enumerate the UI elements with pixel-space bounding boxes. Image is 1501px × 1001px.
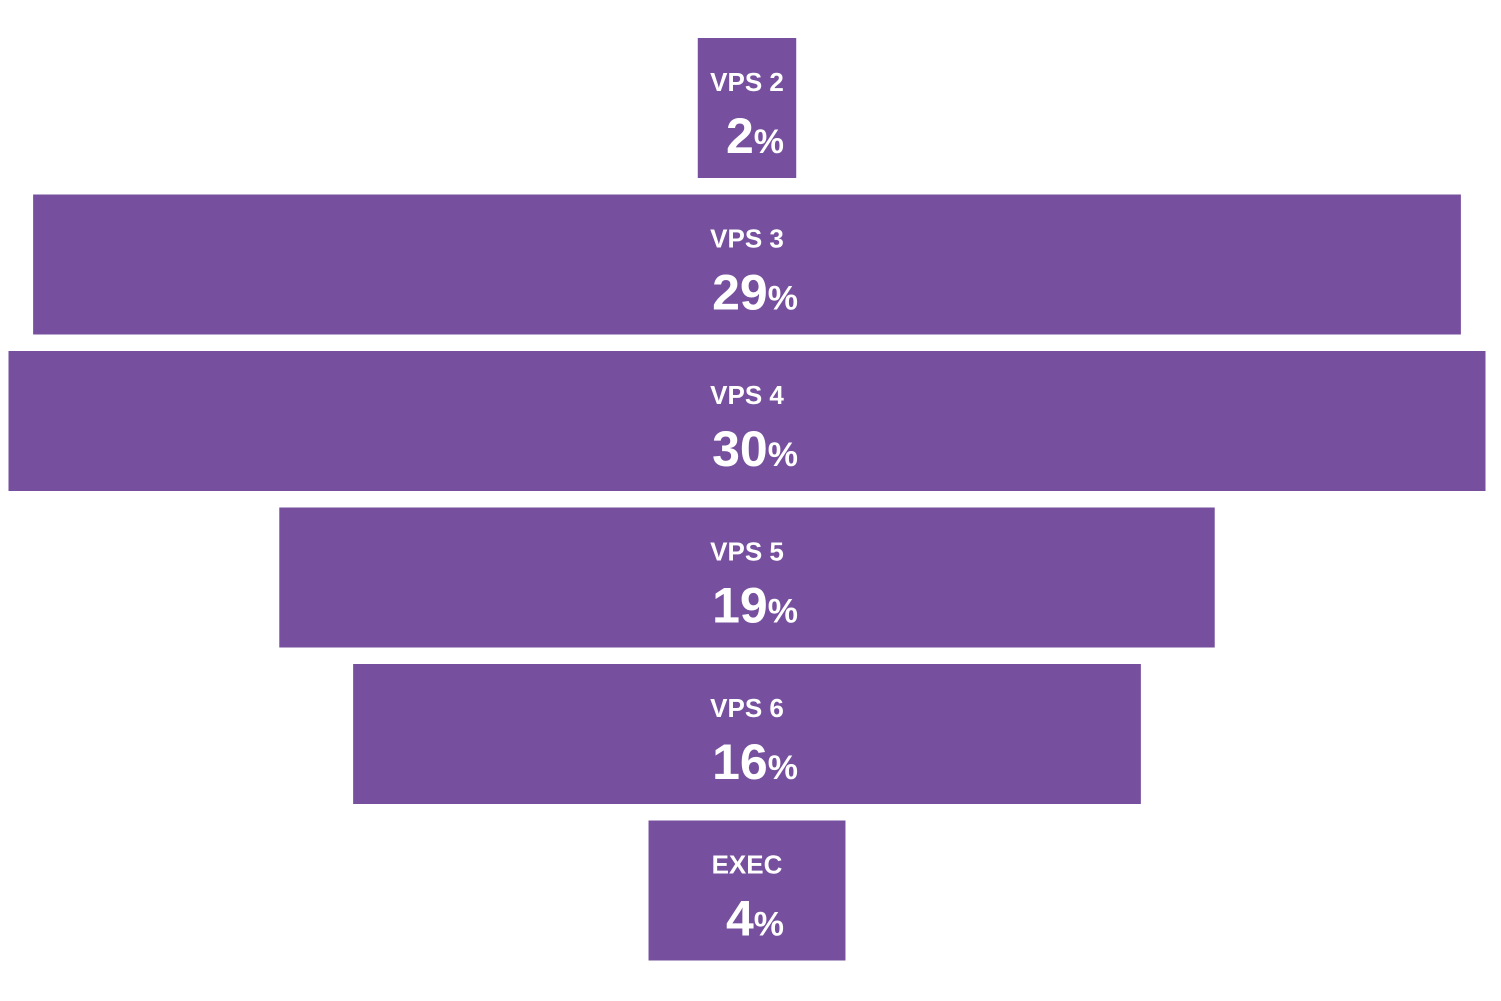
bar-value-number: 30: [712, 421, 768, 477]
bar-category-label: VPS 6: [710, 693, 784, 723]
bar-value-label: 19%: [712, 578, 798, 634]
bar-value-label: 16%: [712, 734, 798, 790]
bar-value-number: 19: [712, 578, 768, 634]
bar: [279, 507, 1215, 648]
bar-category-label: EXEC: [712, 850, 783, 880]
bar-value-number: 4: [726, 891, 754, 947]
bar-value-unit: %: [768, 593, 798, 631]
bar-value-label: 29%: [712, 265, 798, 321]
bar: [8, 351, 1486, 491]
bar-value-unit: %: [754, 906, 784, 944]
bar-category-label: VPS 2: [710, 67, 784, 97]
bar: [33, 194, 1461, 335]
bar-group: EXEC 4%: [648, 820, 846, 961]
bar-value-unit: %: [768, 749, 798, 787]
bar-value-unit: %: [754, 123, 784, 161]
bar-value-number: 29: [712, 265, 768, 321]
bar-group: VPS 2 2%: [697, 38, 797, 178]
bar-value-unit: %: [768, 280, 798, 318]
bar-group: VPS 3 29%: [33, 194, 1461, 335]
bar-category-label: VPS 4: [710, 380, 784, 410]
bar-category-label: VPS 3: [710, 224, 784, 254]
bar-value-unit: %: [768, 436, 798, 474]
bar: [648, 820, 846, 961]
bar-group: VPS 6 16%: [353, 664, 1141, 804]
bar-value-number: 2: [726, 108, 754, 164]
bars-layer: VPS 22%VPS 329%VPS 430%VPS 519%VPS 616%E…: [8, 38, 1486, 961]
bar: [697, 38, 797, 178]
bar: [353, 664, 1141, 804]
bar-category-label: VPS 5: [710, 537, 784, 567]
bar-group: VPS 4 30%: [8, 351, 1486, 491]
bar-group: VPS 5 19%: [279, 507, 1215, 648]
bar-value-label: 30%: [712, 421, 798, 477]
bar-value-number: 16: [712, 734, 768, 790]
bar-value-label: 2%: [726, 108, 784, 164]
bar-value-label: 4%: [726, 891, 784, 947]
